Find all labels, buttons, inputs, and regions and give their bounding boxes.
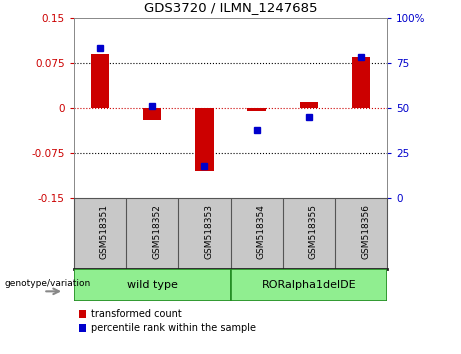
- Bar: [195, 108, 213, 171]
- Text: GSM518355: GSM518355: [309, 204, 318, 259]
- Text: GSM518352: GSM518352: [152, 204, 161, 259]
- Bar: [352, 57, 370, 108]
- Text: wild type: wild type: [127, 280, 177, 290]
- Bar: [248, 108, 266, 111]
- Bar: [91, 54, 109, 108]
- Text: GSM518353: GSM518353: [204, 204, 213, 259]
- Legend: transformed count, percentile rank within the sample: transformed count, percentile rank withi…: [79, 309, 256, 333]
- Text: GSM518351: GSM518351: [100, 204, 109, 259]
- Bar: [74, 269, 230, 301]
- Text: RORalpha1delDE: RORalpha1delDE: [261, 280, 356, 290]
- Bar: [300, 102, 318, 108]
- Text: GSM518356: GSM518356: [361, 204, 370, 259]
- Text: GSM518354: GSM518354: [257, 204, 266, 259]
- Bar: [230, 269, 387, 301]
- Text: genotype/variation: genotype/variation: [5, 279, 91, 288]
- Title: GDS3720 / ILMN_1247685: GDS3720 / ILMN_1247685: [144, 1, 317, 14]
- Bar: [143, 108, 161, 120]
